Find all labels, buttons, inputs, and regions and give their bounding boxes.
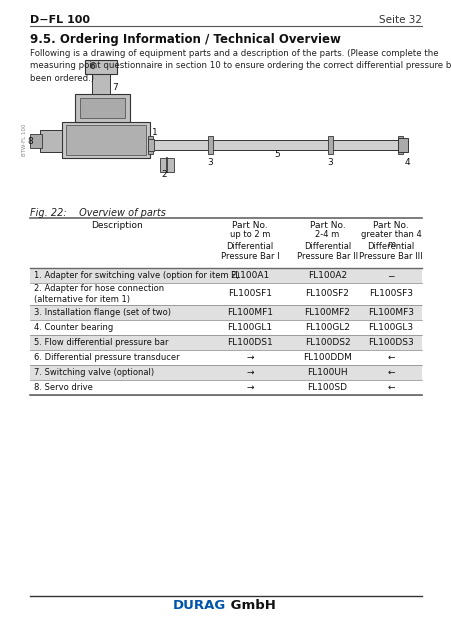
Bar: [207, 136, 212, 154]
Text: FL100SF3: FL100SF3: [368, 289, 412, 298]
Text: 4. Counter bearing: 4. Counter bearing: [34, 323, 113, 332]
Bar: [147, 139, 154, 151]
Text: 5: 5: [273, 150, 279, 159]
Text: up to 2 m: up to 2 m: [229, 230, 270, 239]
Text: 7. Switching valve (optional): 7. Switching valve (optional): [34, 368, 154, 377]
Text: →: →: [246, 383, 253, 392]
Text: Part No.: Part No.: [372, 221, 408, 230]
Text: FL100MF1: FL100MF1: [226, 308, 272, 317]
Text: FL100SF2: FL100SF2: [305, 289, 349, 298]
Text: 1: 1: [152, 128, 157, 137]
Text: 4: 4: [404, 158, 410, 167]
Text: Part No.: Part No.: [232, 221, 267, 230]
Text: 3. Installation flange (set of two): 3. Installation flange (set of two): [34, 308, 170, 317]
Bar: [327, 136, 332, 154]
Text: GmbH: GmbH: [226, 599, 275, 612]
Text: ←: ←: [387, 368, 394, 377]
Text: 8. Servo drive: 8. Servo drive: [34, 383, 92, 392]
Bar: [62, 122, 150, 158]
Text: FL100DS2: FL100DS2: [304, 338, 350, 347]
Bar: [30, 305, 421, 320]
Bar: [397, 138, 407, 152]
Text: 1. Adapter for switching valve (option for item 2): 1. Adapter for switching valve (option f…: [34, 271, 239, 280]
Bar: [30, 335, 421, 350]
Text: FL100UH: FL100UH: [307, 368, 347, 377]
Text: →: →: [246, 368, 253, 377]
Text: BTW-FL 100: BTW-FL 100: [22, 124, 27, 156]
Text: →: →: [246, 353, 253, 362]
Text: Description: Description: [92, 221, 143, 230]
Text: FL100DS1: FL100DS1: [226, 338, 272, 347]
Text: Differential
Pressure Bar I: Differential Pressure Bar I: [220, 242, 279, 261]
Text: FL100SD: FL100SD: [307, 383, 347, 392]
Text: FL100SF1: FL100SF1: [227, 289, 272, 298]
Text: FL100A1: FL100A1: [230, 271, 269, 280]
Text: Following is a drawing of equipment parts and a description of the parts. (Pleas: Following is a drawing of equipment part…: [30, 49, 451, 83]
Text: 7: 7: [112, 83, 118, 92]
Bar: [30, 365, 421, 380]
Text: 3: 3: [326, 158, 332, 167]
Bar: [75, 94, 130, 122]
Bar: [160, 158, 174, 172]
Text: 2. Adapter for hose connection
(alternative for item 1): 2. Adapter for hose connection (alternat…: [34, 284, 164, 304]
Bar: [85, 60, 117, 74]
Text: ←: ←: [387, 383, 394, 392]
Text: 8: 8: [27, 137, 32, 146]
Bar: [147, 136, 152, 154]
Text: Seite 32: Seite 32: [378, 15, 421, 25]
Text: D−FL 100: D−FL 100: [30, 15, 90, 25]
Text: −: −: [387, 271, 394, 280]
Text: 3: 3: [207, 158, 212, 167]
Bar: [40, 130, 62, 152]
Bar: [30, 134, 42, 148]
Text: FL100DS3: FL100DS3: [367, 338, 413, 347]
Text: Differential
Pressure Bar II: Differential Pressure Bar II: [296, 242, 357, 261]
Text: FL100GL1: FL100GL1: [227, 323, 272, 332]
Bar: [397, 136, 402, 154]
Bar: [92, 74, 110, 94]
Text: 2-4 m: 2-4 m: [315, 230, 339, 239]
Text: 6. Differential pressure transducer: 6. Differential pressure transducer: [34, 353, 179, 362]
Bar: [66, 125, 146, 155]
Text: FL100DDM: FL100DDM: [302, 353, 351, 362]
Text: Differential
Pressure Bar III: Differential Pressure Bar III: [359, 242, 422, 261]
Text: Fig. 22:    Overview of parts: Fig. 22: Overview of parts: [30, 208, 166, 218]
Text: greater than 4
m: greater than 4 m: [360, 230, 420, 250]
Text: FL100A2: FL100A2: [307, 271, 346, 280]
Text: FL100GL3: FL100GL3: [368, 323, 413, 332]
Bar: [30, 268, 421, 283]
Bar: [80, 98, 125, 118]
Text: 5. Flow differential pressure bar: 5. Flow differential pressure bar: [34, 338, 168, 347]
Text: ←: ←: [387, 353, 394, 362]
Text: FL100MF3: FL100MF3: [367, 308, 413, 317]
Text: DURAG: DURAG: [172, 599, 226, 612]
Text: 6: 6: [89, 62, 95, 71]
Text: Part No.: Part No.: [309, 221, 345, 230]
Text: 9.5. Ordering Information / Technical Overview: 9.5. Ordering Information / Technical Ov…: [30, 33, 340, 46]
Text: 2: 2: [161, 170, 166, 179]
Text: FL100GL2: FL100GL2: [304, 323, 349, 332]
Text: FL100MF2: FL100MF2: [304, 308, 350, 317]
Bar: [150, 140, 399, 150]
